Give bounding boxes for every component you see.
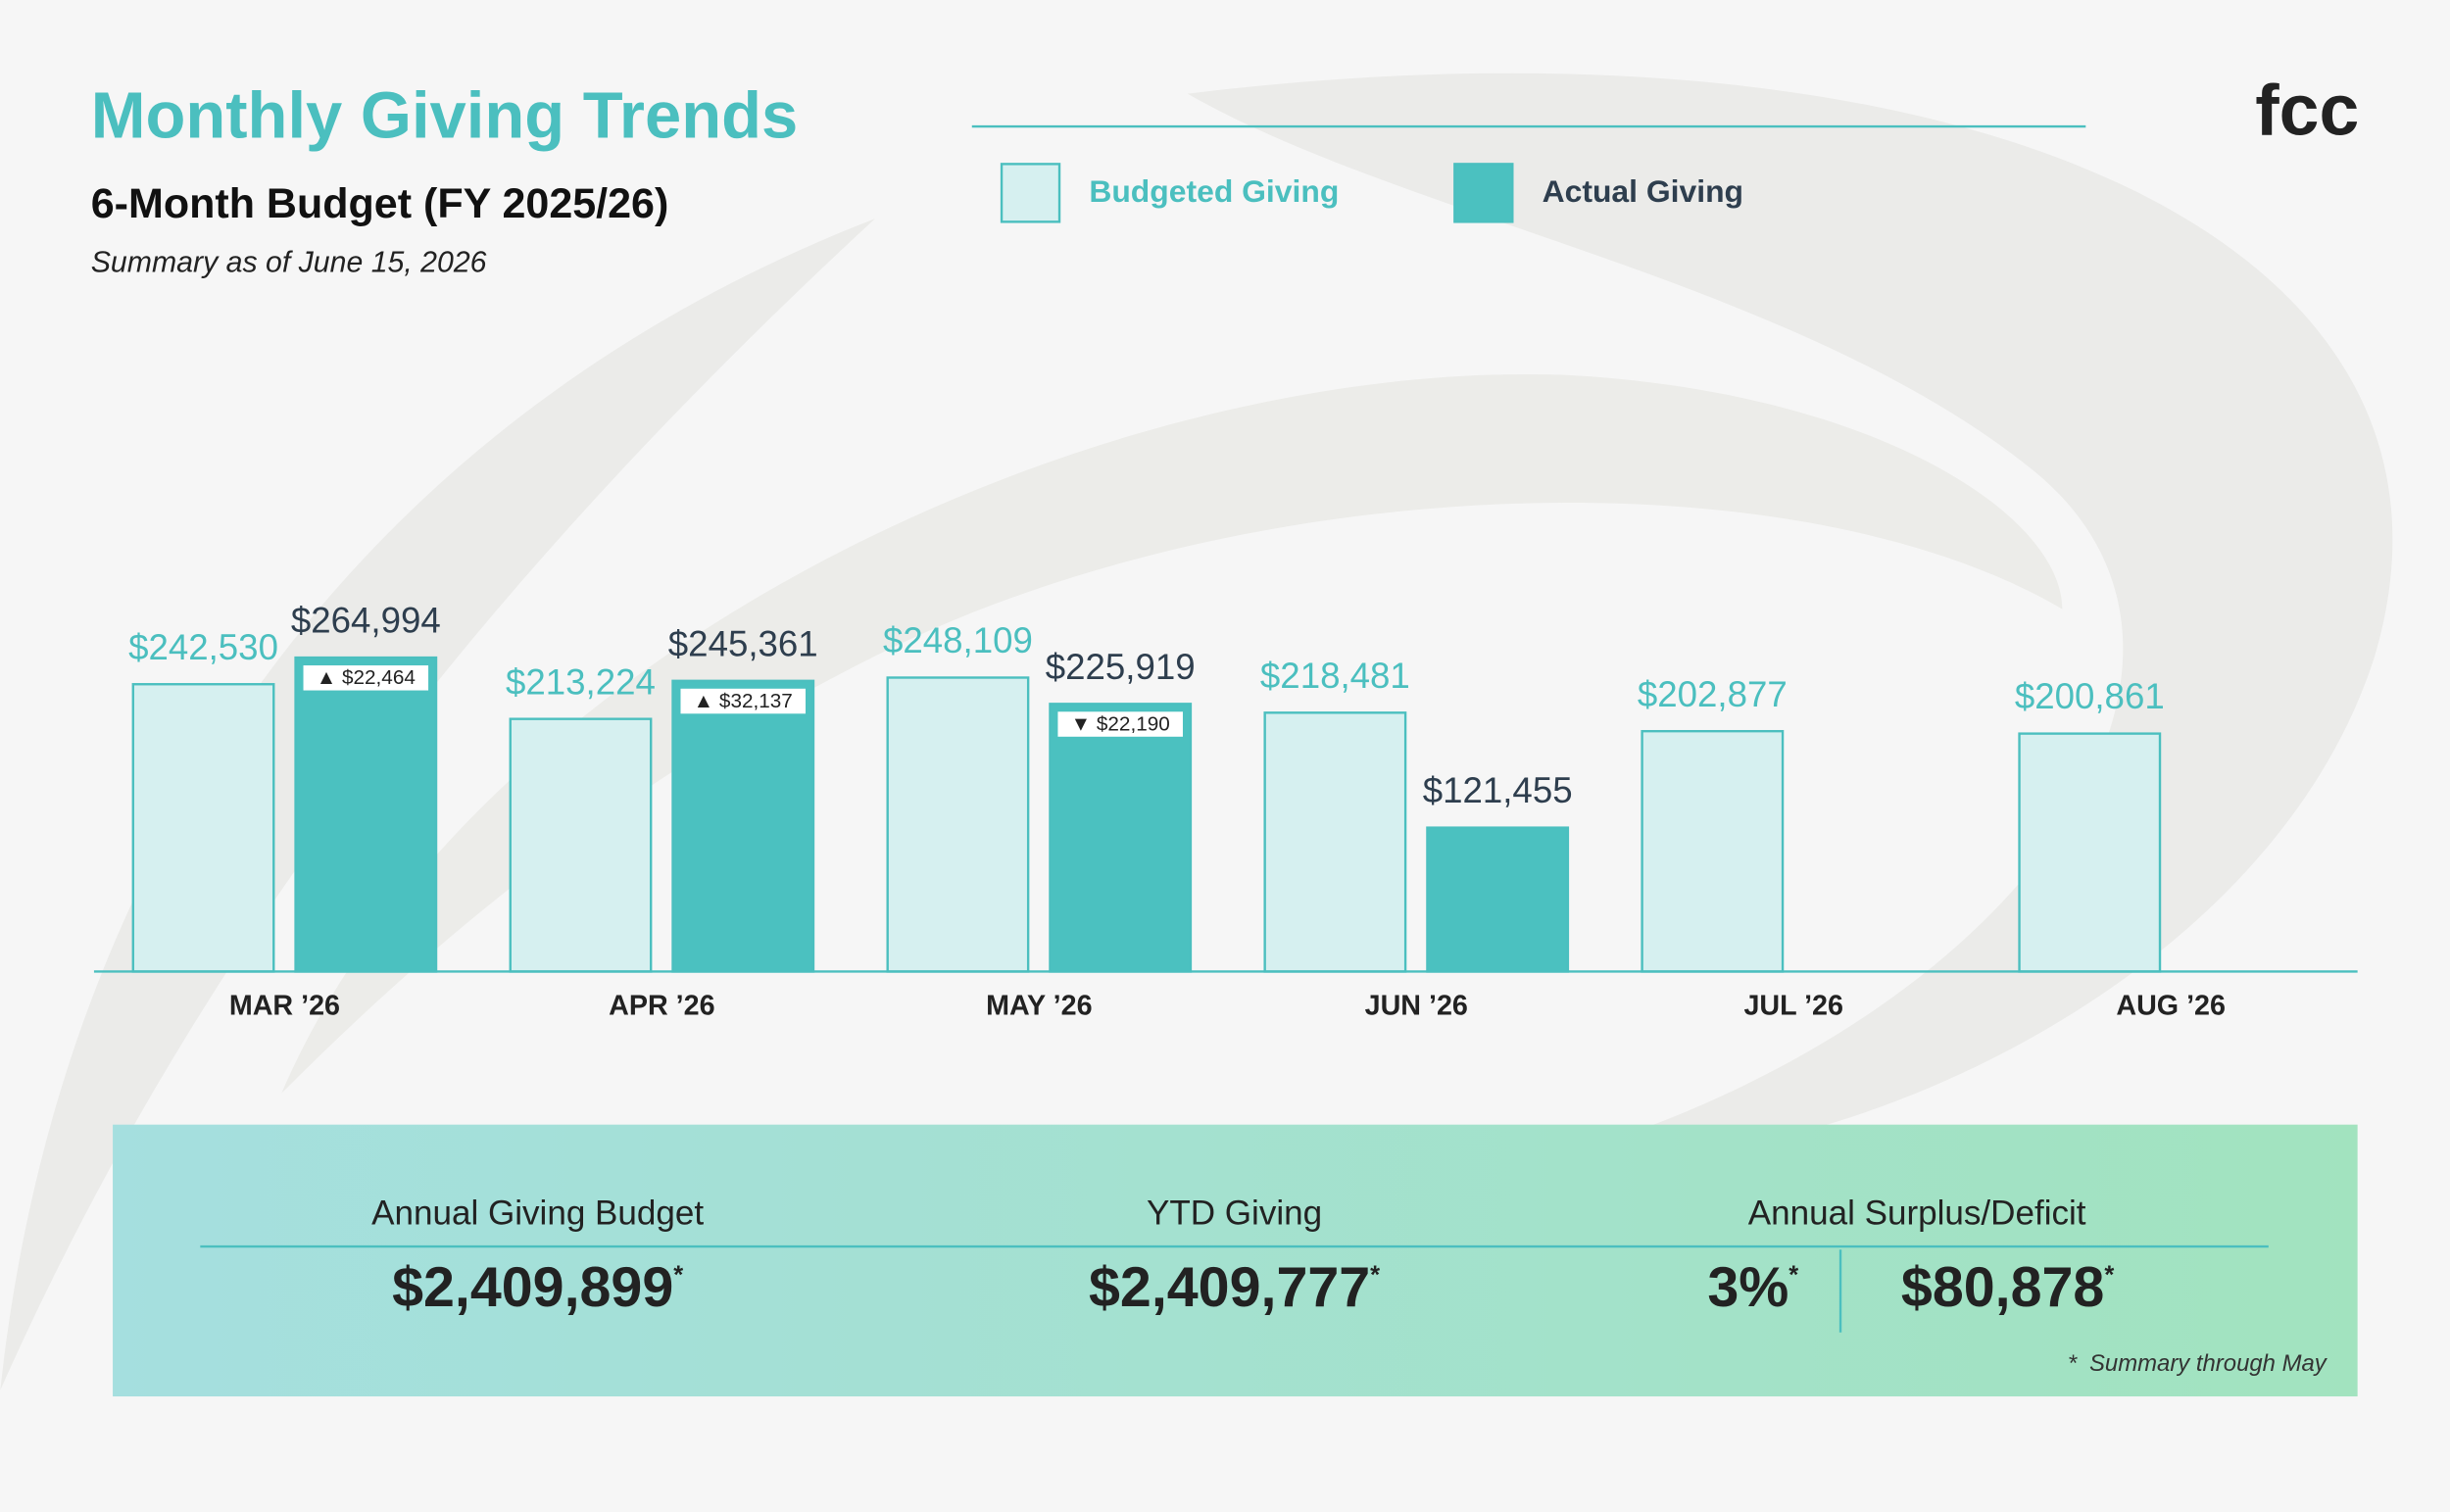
summary-value: $2,409,899* [392, 1256, 683, 1319]
variance-label: ▲ $32,137 [694, 690, 793, 712]
value-label: $218,481 [1260, 656, 1410, 696]
logo: fcc [2255, 70, 2359, 150]
summary-value: $2,409,777* [1089, 1256, 1380, 1319]
value-label: $242,530 [128, 627, 278, 667]
value-label: $264,994 [291, 601, 441, 641]
legend-label: Actual Giving [1543, 173, 1743, 209]
variance-badge [680, 688, 807, 714]
value: 3% [1707, 1256, 1788, 1319]
value-label: $200,861 [2015, 676, 2165, 716]
summary-label: Annual Surplus/Deficit [1748, 1194, 2086, 1232]
bar [1049, 703, 1193, 973]
summary-label: Annual Giving Budget [371, 1194, 704, 1232]
footnote-mark: * [1370, 1261, 1380, 1289]
footnote-mark: * [673, 1261, 683, 1289]
summary-value: $80,878* [1901, 1256, 2114, 1319]
bar [509, 717, 653, 973]
value-label: $202,877 [1638, 674, 1788, 714]
subtitle: 6-Month Budget (FY 2025/26) [91, 180, 669, 227]
summary-value: 3%* [1707, 1256, 1798, 1319]
title: Monthly Giving Trends [91, 78, 798, 152]
x-tick-label: JUL ’26 [1743, 991, 1843, 1022]
footnote-mark: * [2104, 1261, 2114, 1289]
summary-panel [113, 1124, 2358, 1397]
footnote-text: Summary through May [2089, 1350, 2328, 1377]
variance-badge [1057, 711, 1183, 737]
value: $2,409,777 [1089, 1256, 1370, 1319]
variance-badge [303, 665, 429, 691]
variance-label: ▲ $22,464 [317, 666, 416, 689]
bar-chart: Budgeted Giving Actual Giving MAR ’26 $242,… [93, 163, 2358, 1022]
value-label: $245,361 [668, 623, 818, 663]
bar [886, 676, 1030, 973]
x-tick-label: JUN ’26 [1365, 991, 1468, 1022]
bar [131, 683, 275, 973]
x-tick-label: MAY ’26 [986, 991, 1092, 1022]
footnote-mark: * [2068, 1350, 2078, 1377]
footnote: * Summary through May [2068, 1350, 2328, 1377]
value-label: $225,919 [1046, 647, 1196, 687]
bar [294, 656, 438, 973]
legend-swatch [1000, 163, 1061, 223]
footnote-mark: * [1788, 1261, 1798, 1289]
legend-label: Budgeted Giving [1089, 173, 1339, 209]
value: $80,878 [1901, 1256, 2104, 1319]
variance-label: ▼ $22,190 [1071, 712, 1170, 735]
value-label: $121,455 [1423, 770, 1573, 810]
bar [2018, 732, 2162, 973]
x-tick-label: AUG ’26 [2116, 991, 2226, 1022]
bar [671, 679, 815, 973]
value-label: $213,224 [506, 661, 656, 702]
bar [1641, 729, 1785, 973]
legend-swatch [1453, 163, 1514, 223]
note: Summary as of June 15, 2026 [91, 246, 487, 278]
bar [1426, 826, 1570, 973]
bar [1263, 711, 1407, 973]
summary-label: YTD Giving [1147, 1194, 1322, 1232]
x-tick-label: MAR ’26 [229, 991, 340, 1022]
x-tick-label: APR ’26 [609, 991, 714, 1022]
value: $2,409,899 [392, 1256, 673, 1319]
value-label: $248,109 [883, 620, 1033, 660]
